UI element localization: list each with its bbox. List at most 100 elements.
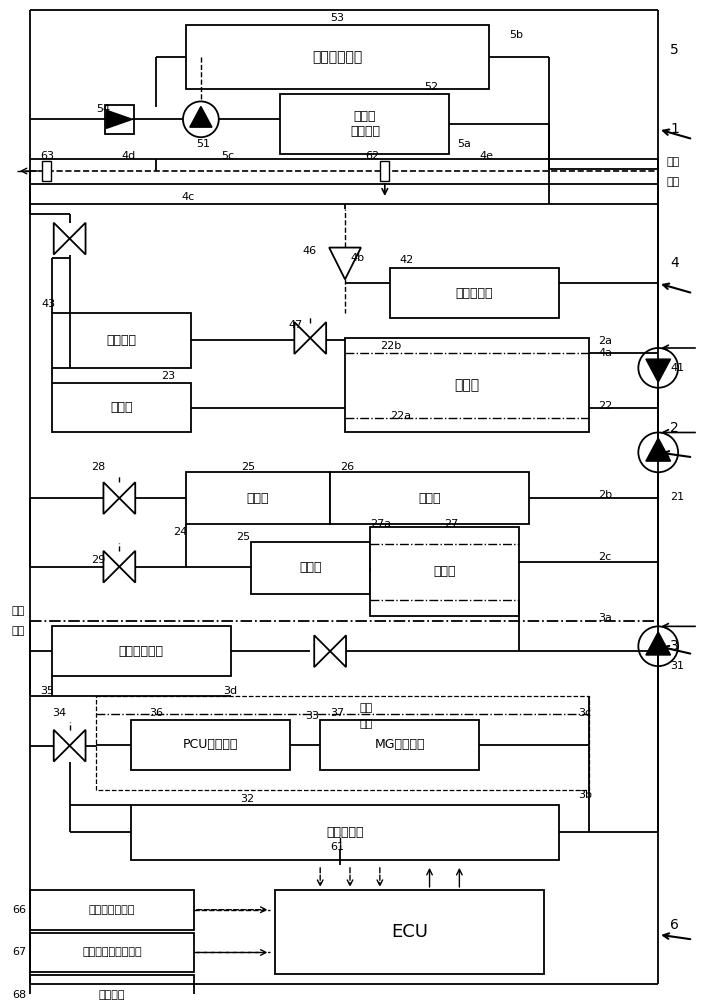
Text: 26: 26 — [340, 462, 354, 472]
Text: 52: 52 — [425, 82, 439, 92]
Text: 43: 43 — [41, 299, 56, 309]
Text: 膨胀阀: 膨胀阀 — [299, 561, 321, 574]
Bar — [389, 268, 559, 318]
Text: 27: 27 — [444, 519, 459, 529]
Text: 4d: 4d — [122, 151, 136, 161]
Bar — [345, 338, 588, 432]
Text: 67: 67 — [12, 947, 26, 957]
Bar — [186, 25, 489, 89]
Text: 2c: 2c — [598, 552, 612, 562]
Text: 25: 25 — [236, 532, 250, 542]
Bar — [131, 805, 559, 860]
Text: 37: 37 — [330, 708, 344, 718]
Text: 3c: 3c — [579, 708, 592, 718]
Text: 加热器芯: 加热器芯 — [106, 334, 136, 347]
Text: 冷却器: 冷却器 — [433, 565, 456, 578]
Text: 3d: 3d — [223, 686, 237, 696]
Text: 22a: 22a — [389, 411, 411, 421]
Polygon shape — [310, 322, 326, 354]
Text: 2a: 2a — [598, 336, 612, 346]
Bar — [52, 383, 191, 432]
Text: 内燃机散热器: 内燃机散热器 — [312, 50, 363, 64]
Bar — [330, 472, 529, 524]
Polygon shape — [120, 551, 135, 583]
Bar — [30, 933, 194, 972]
Text: 3b: 3b — [579, 790, 593, 800]
Polygon shape — [103, 551, 120, 583]
Text: 4: 4 — [670, 256, 679, 270]
Text: 5a: 5a — [458, 139, 471, 149]
Polygon shape — [70, 223, 86, 255]
Text: 31: 31 — [670, 661, 684, 671]
Text: 4e: 4e — [479, 151, 494, 161]
Text: 低温散热器: 低温散热器 — [326, 826, 363, 839]
Text: 外部空气温度传感器: 外部空气温度传感器 — [82, 947, 142, 957]
Text: 4a: 4a — [598, 348, 612, 358]
Text: 室内温度传感器: 室内温度传感器 — [89, 905, 135, 915]
Text: ECU: ECU — [391, 923, 428, 941]
Text: 冷凝器: 冷凝器 — [454, 378, 479, 392]
Text: 41: 41 — [670, 363, 684, 373]
Text: 35: 35 — [40, 686, 54, 696]
Polygon shape — [646, 359, 671, 382]
Text: 62: 62 — [365, 151, 379, 161]
Polygon shape — [120, 482, 135, 514]
Text: 1: 1 — [670, 122, 679, 136]
Text: 内燃机
热交换器: 内燃机 热交换器 — [350, 110, 380, 138]
Text: 63: 63 — [40, 151, 54, 161]
Polygon shape — [190, 106, 212, 127]
Bar — [250, 542, 370, 594]
Polygon shape — [70, 730, 86, 762]
Polygon shape — [646, 438, 671, 461]
Text: 22b: 22b — [380, 341, 401, 351]
Text: 电池热交换器: 电池热交换器 — [119, 645, 164, 658]
Text: 6: 6 — [670, 918, 679, 932]
Text: 46: 46 — [302, 246, 316, 256]
Bar — [380, 161, 389, 181]
Text: 储液器: 储液器 — [110, 401, 133, 414]
Text: 膨胀阀: 膨胀阀 — [247, 492, 269, 505]
Text: 后方: 后方 — [360, 719, 373, 729]
Polygon shape — [295, 322, 310, 354]
Text: 4c: 4c — [181, 192, 194, 202]
Bar — [320, 720, 479, 770]
Text: 34: 34 — [52, 708, 66, 718]
Text: 68: 68 — [12, 990, 26, 1000]
Text: 5b: 5b — [509, 30, 523, 40]
Bar — [131, 720, 290, 770]
Polygon shape — [103, 482, 120, 514]
Text: 前方: 前方 — [12, 606, 25, 616]
Polygon shape — [330, 635, 346, 667]
Bar — [105, 105, 134, 134]
Bar — [30, 975, 194, 1000]
Bar — [276, 890, 544, 974]
Bar — [96, 696, 588, 790]
Text: 47: 47 — [288, 320, 302, 330]
Text: 前方: 前方 — [360, 703, 373, 713]
Bar — [186, 472, 330, 524]
Text: 51: 51 — [196, 139, 210, 149]
Text: 21: 21 — [670, 492, 684, 502]
Polygon shape — [329, 248, 361, 279]
Polygon shape — [53, 730, 70, 762]
Text: 32: 32 — [240, 794, 254, 804]
Text: 2b: 2b — [598, 490, 613, 500]
Text: 蒸发器: 蒸发器 — [418, 492, 441, 505]
Text: PCU热交换器: PCU热交换器 — [183, 738, 238, 751]
Text: 操作面板: 操作面板 — [98, 990, 125, 1000]
Text: 5: 5 — [670, 43, 679, 57]
Text: 54: 54 — [96, 104, 110, 114]
Text: 27a: 27a — [370, 519, 391, 529]
Text: 25: 25 — [240, 462, 254, 472]
Text: 42: 42 — [400, 255, 414, 265]
Polygon shape — [53, 223, 70, 255]
Text: 36: 36 — [149, 708, 163, 718]
Text: 33: 33 — [305, 711, 319, 721]
Polygon shape — [314, 635, 330, 667]
Text: 4b: 4b — [350, 253, 364, 263]
Text: 2: 2 — [670, 421, 679, 435]
Text: 中央: 中央 — [12, 626, 25, 636]
Bar — [52, 626, 231, 676]
Text: 28: 28 — [91, 462, 105, 472]
Text: 66: 66 — [12, 905, 26, 915]
